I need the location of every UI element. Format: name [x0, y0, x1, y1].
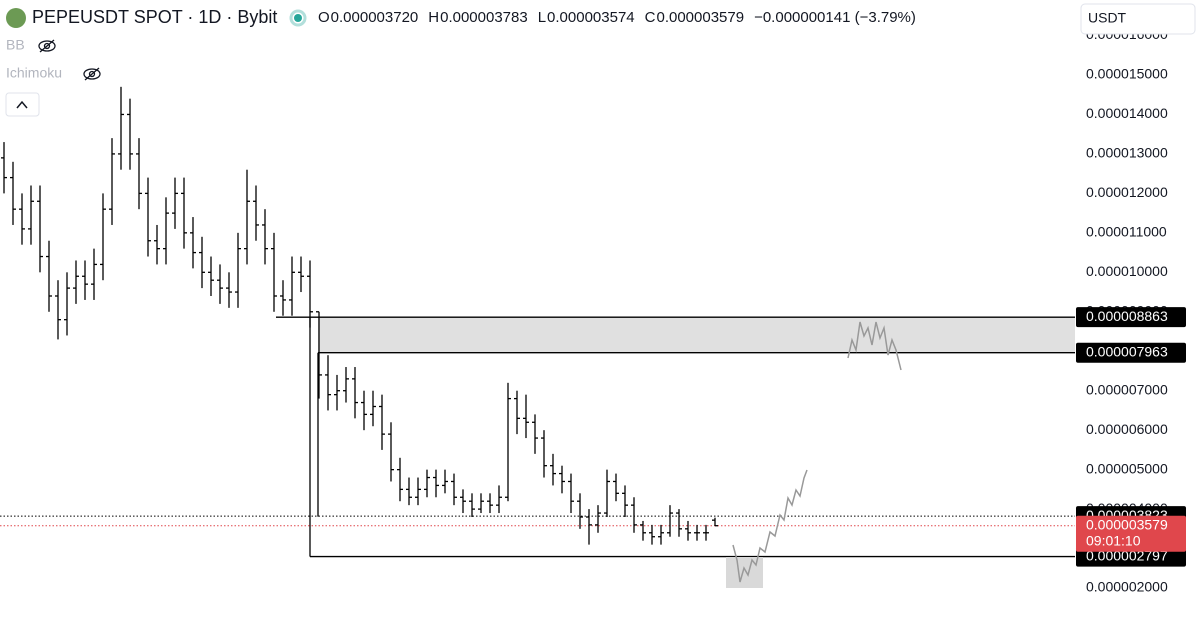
symbol[interactable]: PEPEUSDT SPOT · 1D · Bybit — [32, 7, 277, 27]
ohlc-value: 0.000003579 — [656, 9, 744, 26]
supply-zone — [318, 317, 1075, 353]
ohlc-value: 0.000003574 — [547, 9, 635, 26]
price-badge — [1076, 342, 1186, 363]
currency-select[interactable] — [1080, 3, 1196, 35]
symbol-logo — [6, 8, 26, 28]
y-tick-label: 0.000002000 — [1086, 579, 1168, 595]
price-badge — [1076, 307, 1186, 328]
ohlc-legend: O 0.000003720 H 0.000003783 L 0.000003574 C 0.0… — [318, 9, 744, 26]
ohlc-label: L — [538, 9, 546, 26]
y-tick-label: 0.000014000 — [1086, 105, 1168, 121]
y-tick-label: 0.000015000 — [1086, 66, 1168, 82]
last-price-badge — [1076, 515, 1186, 552]
hide-icon[interactable] — [83, 67, 101, 81]
header-bg — [0, 0, 1075, 34]
price-badge-label: 0.000007963 — [1086, 343, 1168, 359]
ohlc-value: 0.000003783 — [440, 9, 528, 26]
y-tick-label: 0.000007000 — [1086, 381, 1168, 397]
last-price-label: 0.000003579 — [1086, 516, 1168, 532]
indicator-name[interactable]: BB — [6, 37, 25, 53]
indicator-name[interactable]: Ichimoku — [6, 65, 62, 81]
countdown: 09:01:10 — [1086, 532, 1141, 548]
ohlc-label: C — [645, 9, 656, 26]
y-tick-label: 0.000012000 — [1086, 184, 1168, 200]
y-tick-label: 0.000010000 — [1086, 263, 1168, 279]
price-badge-label: 0.000008863 — [1086, 308, 1168, 324]
y-tick-label: 0.000013000 — [1086, 145, 1168, 161]
ohlc-value: 0.000003720 — [331, 9, 419, 26]
y-tick-label: 0.000011000 — [1086, 224, 1167, 240]
y-tick-label: 0.000006000 — [1086, 421, 1168, 437]
hide-icon[interactable] — [38, 39, 56, 53]
currency[interactable]: USDT — [1088, 10, 1127, 26]
change: −0.000000141 (−3.79%) — [754, 9, 916, 26]
plot — [0, 86, 1075, 558]
ohlc-label: O — [318, 9, 330, 26]
projection-drawing — [847, 321, 902, 371]
y-tick-label: 0.000005000 — [1086, 460, 1168, 476]
projection-drawing — [732, 469, 808, 583]
caret-icon — [16, 100, 28, 109]
collapse-button[interactable] — [5, 92, 40, 117]
market-status-dot — [294, 14, 302, 22]
ohlc-label: H — [428, 9, 439, 26]
